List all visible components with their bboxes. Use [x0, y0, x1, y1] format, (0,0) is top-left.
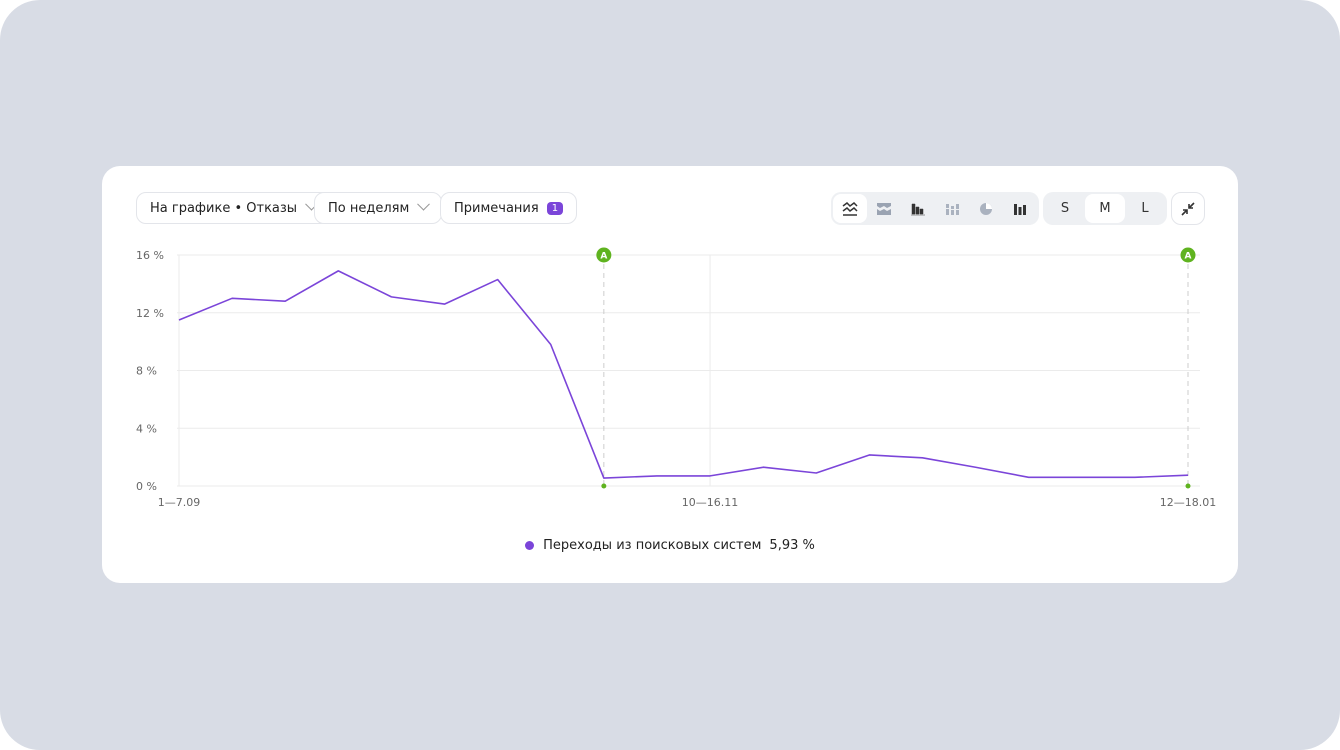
period-select-label: По неделям — [328, 200, 410, 216]
y-tick-label: 4 % — [136, 422, 157, 435]
size-switcher: S M L — [1043, 192, 1167, 225]
size-l-button[interactable]: L — [1141, 201, 1149, 216]
pie-chart-icon[interactable] — [969, 194, 1003, 223]
annotation-point — [601, 483, 607, 489]
annotation-marker — [596, 247, 612, 263]
chart-card: На графике • Отказы По неделям Примечани… — [102, 166, 1238, 583]
y-tick-label: 8 % — [136, 365, 157, 378]
annotation-point — [1185, 483, 1191, 489]
notes-button[interactable]: Примечания 1 — [440, 192, 578, 224]
y-tick-label: 0 % — [136, 480, 157, 493]
notes-count-badge: 1 — [546, 201, 564, 215]
notes-label: Примечания — [454, 200, 539, 216]
x-tick-label: 1—7.09 — [158, 496, 201, 509]
annotation-label: A — [1185, 252, 1192, 262]
size-m-button[interactable]: M — [1085, 194, 1125, 223]
bar-chart-icon[interactable] — [901, 194, 935, 223]
y-tick-label: 16 % — [136, 249, 164, 262]
size-s-button[interactable]: S — [1060, 201, 1070, 216]
column-chart-icon[interactable] — [1003, 194, 1037, 223]
x-tick-label: 10—16.11 — [682, 496, 739, 509]
legend-label: Переходы из поисковых систем — [543, 538, 762, 553]
collapse-icon — [1181, 201, 1195, 216]
line-chart: 0 % 4 % 8 % 12 % 16 % 1—7.09 10—16.11 12—18.01 A… — [136, 247, 1217, 509]
annotation-label: A — [600, 252, 607, 262]
metric-select-label: На графике • Отказы — [150, 200, 298, 216]
x-tick-label: 12—18.01 — [1160, 496, 1217, 509]
series-line — [178, 270, 1189, 479]
legend-total: 5,93 % — [769, 538, 815, 553]
stacked-bar-icon[interactable] — [935, 194, 969, 223]
annotation-marker — [1180, 247, 1196, 263]
stacked-area-icon[interactable] — [867, 194, 901, 223]
collapse-button[interactable] — [1171, 192, 1205, 225]
chart-type-switcher — [831, 192, 1039, 225]
line-chart-icon[interactable] — [833, 194, 867, 223]
y-tick-label: 12 % — [136, 307, 164, 320]
metric-select[interactable]: На графике • Отказы — [136, 192, 331, 224]
legend[interactable]: Переходы из поисковых систем 5,93 % — [102, 538, 1238, 553]
legend-marker — [525, 541, 535, 550]
